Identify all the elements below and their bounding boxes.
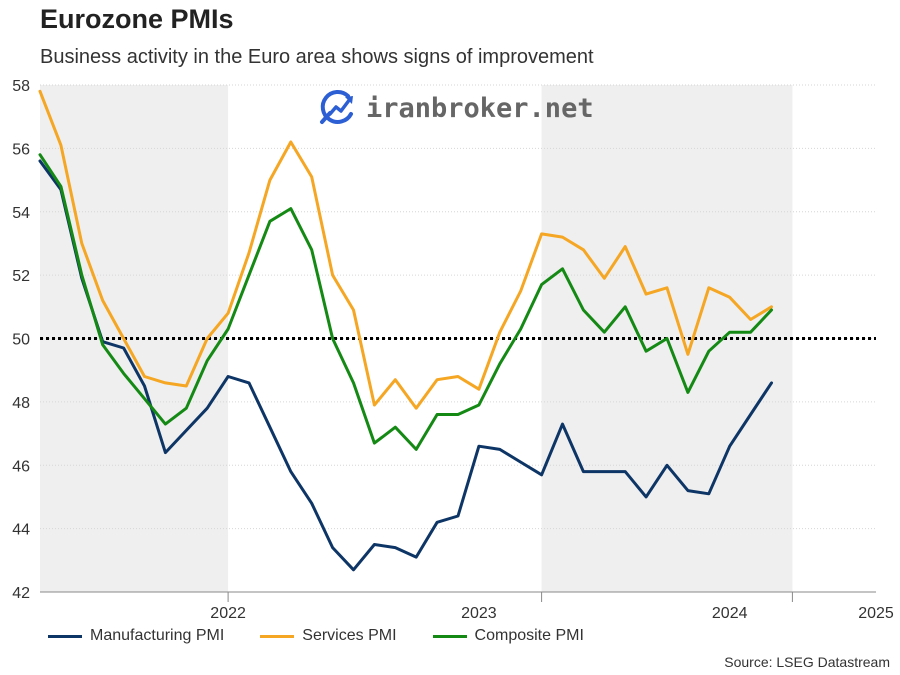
x-tick-label-2024: 2024: [712, 605, 748, 622]
x-tick-label-2022: 2022: [210, 605, 246, 622]
y-tick-label-58: 58: [12, 78, 30, 95]
legend-item-services: Services PMI: [260, 627, 397, 645]
source-note: Source: LSEG Datastream: [724, 654, 890, 670]
y-tick-label-42: 42: [12, 585, 30, 602]
y-tick-label-48: 48: [12, 395, 30, 412]
chart-title: Eurozone PMIs: [40, 4, 234, 34]
legend-swatch-services: [260, 634, 295, 638]
legend-label-composite: Composite PMI: [474, 627, 584, 644]
y-tick-label-46: 46: [12, 458, 30, 475]
legend-label-manufacturing: Manufacturing PMI: [90, 627, 225, 644]
y-tick-label-50: 50: [12, 332, 30, 349]
series-line-services-pmi: [38, 89, 773, 410]
legend-swatch-composite: [432, 634, 467, 638]
legend-swatch-manufacturing: [48, 634, 82, 638]
y-tick-label-54: 54: [12, 205, 30, 222]
watermark-text: iranbroker.net: [366, 92, 594, 124]
watermark-logo-icon: [320, 90, 353, 124]
y-tick-label-56: 56: [12, 141, 30, 158]
y-tick-label-44: 44: [12, 522, 30, 539]
legend-item-composite: Composite PMI: [432, 627, 584, 645]
series-line-composite-pmi: [38, 153, 773, 451]
legend-label-services: Services PMI: [302, 627, 397, 644]
watermark: iranbroker.net: [318, 88, 594, 128]
legend-item-manufacturing: Manufacturing PMI: [48, 627, 224, 645]
y-tick-label-52: 52: [12, 268, 30, 285]
x-tick-label-2025: 2025: [858, 605, 894, 622]
chart-subtitle: Business activity in the Euro area shows…: [40, 46, 594, 68]
series-line-manufacturing-pmi: [38, 159, 773, 572]
x-tick-label-2023: 2023: [461, 605, 497, 622]
legend: Manufacturing PMI Services PMI Composite…: [48, 627, 584, 645]
